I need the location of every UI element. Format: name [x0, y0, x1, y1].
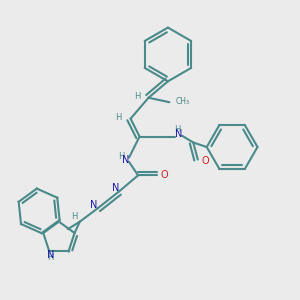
Text: N: N: [175, 129, 183, 139]
Text: CH₃: CH₃: [176, 97, 190, 106]
Text: H: H: [116, 113, 122, 122]
Text: O: O: [201, 156, 209, 166]
Text: H: H: [71, 212, 77, 221]
Text: N: N: [91, 200, 98, 210]
Text: H: H: [48, 254, 54, 262]
Text: O: O: [160, 170, 168, 180]
Text: H: H: [118, 152, 125, 161]
Text: N: N: [112, 183, 119, 193]
Text: H: H: [134, 92, 140, 101]
Text: H: H: [174, 124, 180, 134]
Text: N: N: [47, 250, 55, 260]
Text: N: N: [122, 155, 130, 166]
